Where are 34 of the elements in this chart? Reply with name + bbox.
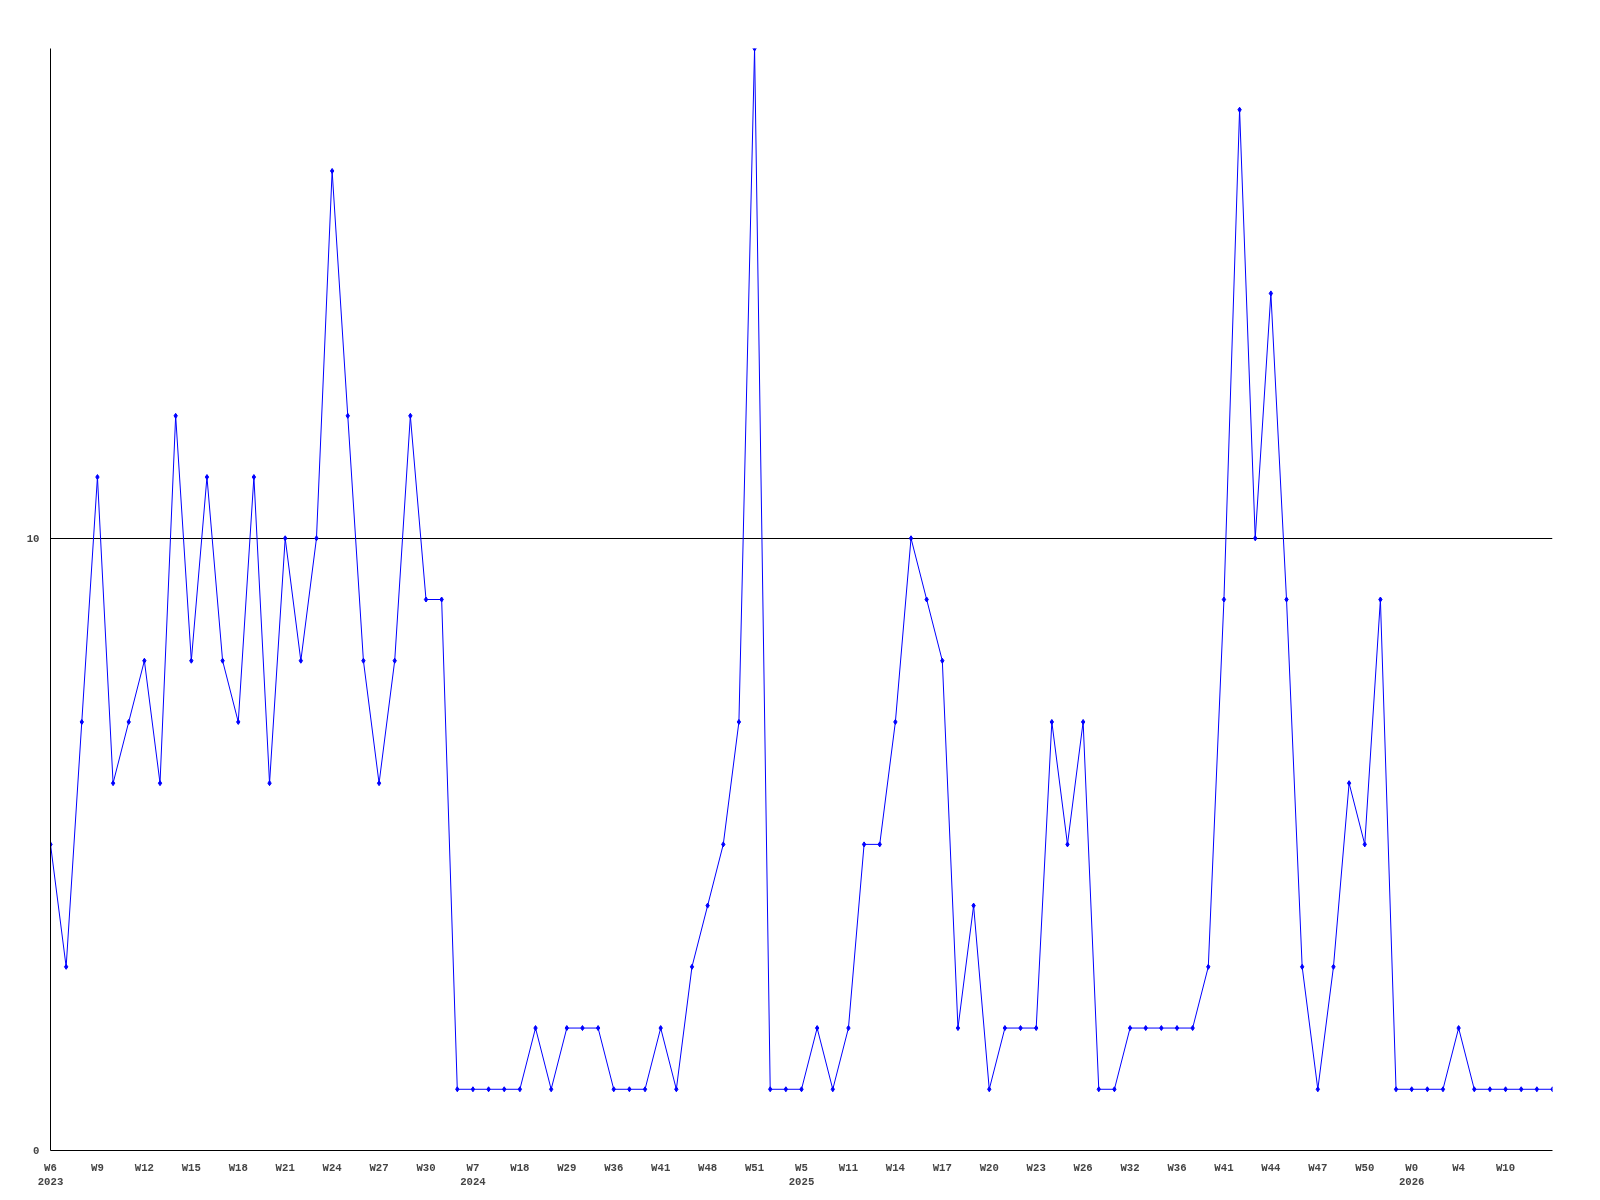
x-tick-label: W24 bbox=[322, 1161, 343, 1174]
x-tick-label: W48 bbox=[698, 1161, 718, 1174]
x-tick-label: W41 bbox=[651, 1161, 671, 1174]
x-tick-label: W4 bbox=[1452, 1161, 1466, 1174]
x-tick-label: W7 2024 bbox=[460, 1161, 487, 1188]
x-tick-label: W17 bbox=[932, 1161, 952, 1174]
x-tick-label: W27 bbox=[369, 1161, 389, 1174]
x-tick-label: W18 bbox=[510, 1161, 530, 1174]
x-tick-label: W32 bbox=[1120, 1161, 1140, 1174]
x-tick-label: W20 bbox=[979, 1161, 999, 1174]
y-tick-label: 0 bbox=[33, 1145, 40, 1157]
x-tick-label: W21 bbox=[275, 1161, 295, 1174]
x-tick-label: W14 bbox=[885, 1161, 906, 1174]
x-tick-label: W23 bbox=[1026, 1161, 1046, 1174]
x-tick-label: W47 bbox=[1308, 1161, 1328, 1174]
x-tick-label: W0 2026 bbox=[1398, 1161, 1425, 1188]
x-tick-label: W10 bbox=[1495, 1161, 1516, 1174]
x-tick-label: W44 bbox=[1261, 1161, 1282, 1174]
x-tick-label: W9 bbox=[91, 1161, 104, 1174]
x-tick-label: W50 bbox=[1355, 1161, 1375, 1174]
x-tick-label: W51 bbox=[744, 1161, 765, 1174]
x-tick-label: W30 bbox=[416, 1161, 436, 1174]
x-tick-label: W5 2025 bbox=[788, 1161, 815, 1188]
x-tick-label: W29 bbox=[557, 1161, 577, 1174]
x-tick-label: W26 bbox=[1073, 1161, 1093, 1174]
x-tick-label: W12 bbox=[134, 1161, 154, 1174]
x-tick-label: W36 bbox=[1167, 1161, 1187, 1174]
x-tick-label: W41 bbox=[1214, 1161, 1234, 1174]
x-tick-label: W36 bbox=[604, 1161, 624, 1174]
x-tick-label: W15 bbox=[181, 1161, 201, 1174]
x-tick-label: W11 bbox=[838, 1161, 859, 1174]
y-tick-label: 10 bbox=[26, 532, 40, 545]
x-tick-label: W18 bbox=[228, 1161, 248, 1174]
x-tick-label: W6 2023 bbox=[37, 1161, 64, 1188]
